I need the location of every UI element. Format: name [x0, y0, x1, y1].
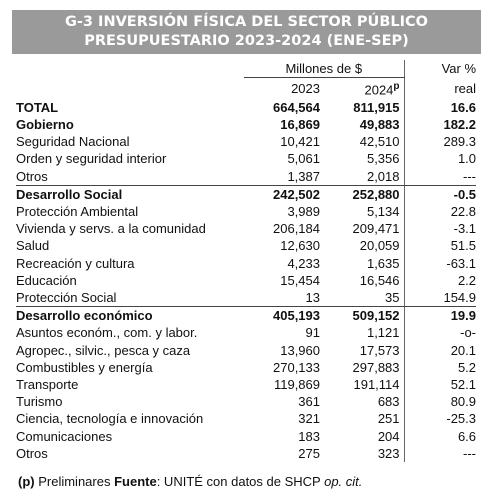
table-row: Asuntos económ., com. y labor. 91 1,121 …	[16, 324, 477, 342]
table-row: Ciencia, tecnología e innovación 321 251…	[16, 410, 477, 428]
table-row: Desarrollo Social 242,502 252,880 -0.5	[16, 185, 477, 203]
table-title: G-3 INVERSIÓN FÍSICA DEL SECTOR PÚBLICO …	[12, 10, 481, 54]
table-row: Seguridad Nacional 10,421 42,510 289.3	[16, 133, 477, 151]
year-2024-header: 2024p	[364, 81, 400, 98]
var-label-1: Var %	[403, 60, 477, 78]
header-row-2: 2023 2024p real	[16, 77, 477, 99]
table-row: Educación 15,454 16,546 2.2	[16, 271, 477, 289]
table-row: Protección Ambiental 3,989 5,134 22.8	[16, 202, 477, 221]
table-row: Salud 12,630 20,059 51.5	[16, 237, 477, 255]
table-row: Vivienda y servs. a la comunidad 206,184…	[16, 220, 477, 238]
table-row: Comunicaciones 183 204 6.6	[16, 427, 477, 445]
source-citation: op. cit.	[324, 474, 363, 489]
table-row: Agropec., silvic., pesca y caza 13,960 1…	[16, 341, 477, 359]
investment-table: Millones de $ Var % 2023 2024p real TOTA…	[16, 60, 477, 462]
table-row: Combustibles y energía 270,133 297,883 5…	[16, 358, 477, 376]
table-row: Otros 1,387 2,018 ---	[16, 167, 477, 186]
table-row: Protección Social 13 35 154.9	[16, 288, 477, 308]
units-label: Millones de $	[244, 60, 405, 79]
table-row: Gobierno 16,869 49,883 182.2	[16, 115, 477, 134]
source-note: (p) Preliminares Fuente: UNITÉ con datos…	[18, 474, 478, 489]
table-row: TOTAL 664,564 811,915 16.6	[16, 98, 477, 116]
preliminary-key: (p)	[18, 474, 35, 489]
title-line-1: G-3 INVERSIÓN FÍSICA DEL SECTOR PÚBLICO	[65, 14, 428, 30]
source-text: : UNITÉ con datos de SHCP	[156, 474, 325, 489]
preliminary-mark: p	[393, 81, 400, 93]
table-row: Transporte 119,869 191,114 52.1	[16, 375, 477, 394]
source-label: Fuente	[114, 474, 157, 489]
table-row: Orden y seguridad interior 5,061 5,356 1…	[16, 150, 477, 168]
preliminary-text: Preliminares	[34, 474, 115, 489]
year-2023-header: 2023	[291, 80, 320, 96]
table-row: Otros 275 323 ---	[16, 444, 477, 462]
title-line-2: PRESUPUESTARIO 2023-2024 (ENE-SEP)	[84, 33, 409, 49]
table-row: Turismo 361 683 80.9	[16, 393, 477, 411]
header-row-1: Millones de $ Var %	[16, 60, 477, 79]
var-label-2: real	[403, 77, 477, 99]
table-row: Desarrollo económico 405,193 509,152 19.…	[16, 306, 477, 325]
table-row: Recreación y cultura 4,233 1,635 -63.1	[16, 254, 477, 272]
